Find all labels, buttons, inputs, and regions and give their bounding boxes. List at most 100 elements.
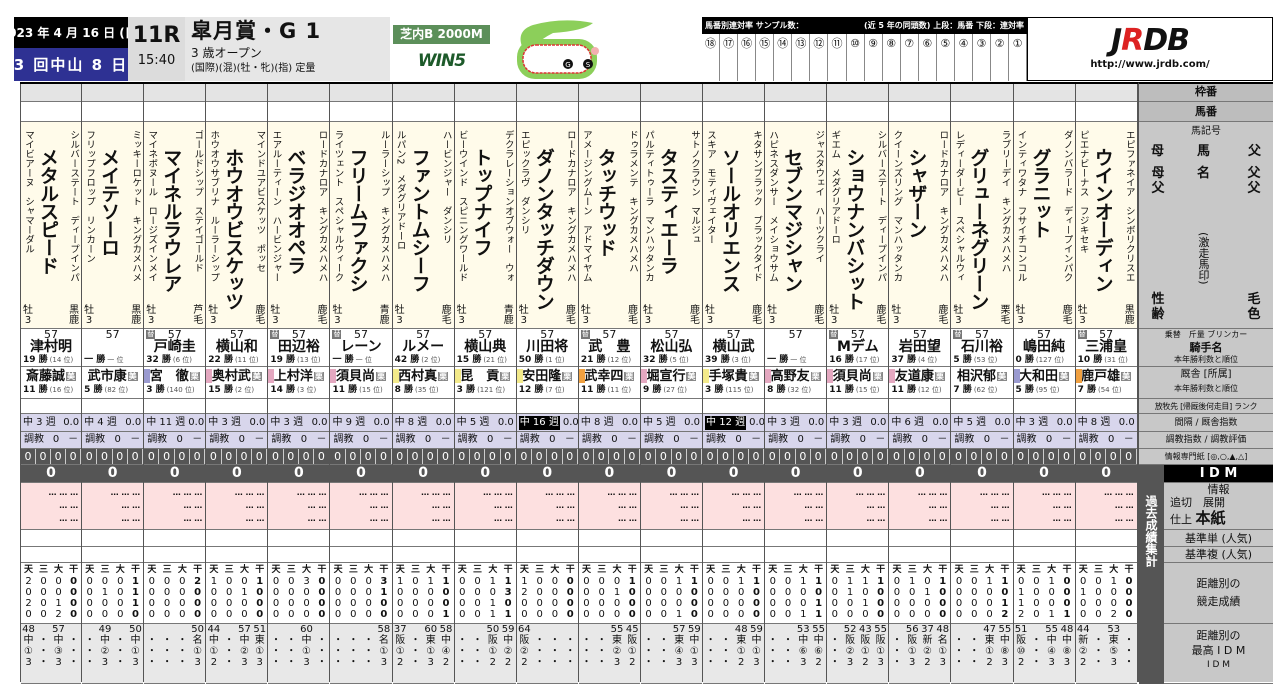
kijun-fuku-cell <box>703 547 765 563</box>
trainer-name[interactable]: 武幸四 <box>584 369 624 384</box>
horse-name-cell[interactable]: ロードカナロア キングカメハメハ シャザーン クイーンズリング マンハッタンカ … <box>889 122 951 329</box>
horse-name[interactable]: グリューネグリーン <box>967 148 990 310</box>
jockey-name[interactable]: 田辺裕 <box>277 339 320 355</box>
horse-name-cell[interactable]: ジャスタウェイ ハーツクライ セブンマジシャン ハピネスダンサー メイショウサム… <box>765 122 827 329</box>
trainer-name[interactable]: 相沢郁 <box>956 369 996 384</box>
horse-name-cell[interactable]: キタサンブラック ブラックタイド ソールオリエンス スキア モティヴェイター 牡… <box>703 122 765 329</box>
distance-record-value: 1 <box>521 576 528 587</box>
horse-name-cell[interactable]: マインドユアビスケッツ ポッセ ホウオウビスケッツ ホウオウサブリナ ルーラーシ… <box>206 122 268 329</box>
trainer-name[interactable]: 大和田 <box>1019 369 1059 384</box>
horse-name[interactable]: ショウナンバシット <box>843 148 866 310</box>
horse-name[interactable]: トップナイフ <box>470 148 493 256</box>
jockey-name[interactable]: ルメー <box>402 339 445 355</box>
horse-name-cell[interactable]: ゴールドシップ ステイゴールド マイネルラウレア マイネボヌール ロージズインメ… <box>144 122 206 329</box>
jockey-name[interactable]: 横山典 <box>464 339 507 355</box>
horse-name-cell[interactable]: シルバーステート ディープインパ ショウナンバシット ギエム メダグリアドーロ … <box>827 122 889 329</box>
horse-name[interactable]: メタルスピード <box>37 148 59 274</box>
jockey-name[interactable]: 武 豊 <box>588 339 631 355</box>
jockey-name[interactable]: 川田将 <box>526 339 569 355</box>
horse-column[interactable]: デクラレーションオブウォー ウォ トップナイフ ビーウインド スピニングワールド… <box>454 84 517 684</box>
jockey-name[interactable]: 石川裕 <box>960 339 1003 355</box>
trainer-name[interactable]: 武市康 <box>87 369 127 384</box>
horse-name[interactable]: マイネルラウレア <box>160 148 183 292</box>
horse-name-cell[interactable]: ドゥラメンテ キングカメハメハ タッチウッド アメージングムーン アドマイヤム … <box>578 122 640 329</box>
horse-column[interactable]: シルバーステート ディープインパ ショウナンバシット ギエム メダグリアドーロ … <box>827 84 890 684</box>
horse-name[interactable]: ファントムシーフ <box>408 148 431 292</box>
sex: 牡 <box>456 305 467 316</box>
horse-column[interactable]: ジャスタウェイ ハーツクライ セブンマジシャン ハピネスダンサー メイショウサム… <box>765 84 828 684</box>
horse-name[interactable]: シャザーン <box>905 148 928 238</box>
horse-column[interactable]: シルバーステート ディープインパ メタルスピード マイビアーヌ シャマーダル 牡… <box>20 84 83 684</box>
trainer-name[interactable]: 手塚貴 <box>708 369 748 384</box>
jockey-name[interactable]: 三浦皇 <box>1085 339 1128 355</box>
jockey-name[interactable]: Mデム <box>836 339 879 355</box>
horse-column[interactable]: ロードカナロア キングカメハメハ ダノンタッチダウン エピックラヴ ダンシリ 牡… <box>516 84 579 684</box>
jockey-name[interactable] <box>765 340 826 355</box>
jockey-name[interactable]: 横山和 <box>215 339 258 355</box>
horse-name[interactable]: グラニット <box>1029 148 1052 238</box>
trainer-name[interactable]: 西村真 <box>398 369 438 384</box>
jockey-name[interactable]: 岩田望 <box>898 339 941 355</box>
horse-name[interactable]: ダノンタッチダウン <box>532 148 555 310</box>
horse-column[interactable]: ルーラーシップ キングカメハメハ フリームファクシ ライツェント スペシャルウィ… <box>330 84 393 684</box>
trainer-name[interactable]: 斎藤誠 <box>26 369 66 384</box>
trainer-name[interactable]: 須貝尚 <box>336 369 376 384</box>
horse-name-cell[interactable]: デクラレーションオブウォー ウォ トップナイフ ビーウインド スピニングワールド… <box>454 122 516 329</box>
jockey-name[interactable]: 嶋田純 <box>1023 339 1066 355</box>
horse-name[interactable]: フリームファクシ <box>346 148 369 292</box>
jockey-name[interactable]: 津村明 <box>30 339 73 355</box>
trainer-name[interactable]: 安田隆 <box>522 369 562 384</box>
trainer-name[interactable]: 昆 貢 <box>460 369 500 384</box>
horse-name[interactable]: ソールオリエンス <box>719 148 742 292</box>
horse-column[interactable]: マインドユアビスケッツ ポッセ ホウオウビスケッツ ホウオウサブリナ ルーラーシ… <box>206 84 269 684</box>
horse-name-cell[interactable]: ルーラーシップ キングカメハメハ フリームファクシ ライツェント スペシャルウィ… <box>330 122 392 329</box>
jockey-name[interactable]: 戸崎圭 <box>153 339 196 355</box>
horse-name[interactable]: セブンマジシャン <box>781 148 804 292</box>
horse-name-cell[interactable]: ダノンバラード ディープインパク グラニット インティワタナ フサイチコンコル … <box>1013 122 1075 329</box>
horse-name[interactable]: タッチウッド <box>594 148 617 256</box>
trainer-name[interactable]: 須貝尚 <box>832 369 872 384</box>
horse-name[interactable]: メイテソーロ <box>98 148 121 256</box>
horse-name-cell[interactable]: ロードカナロア キングカメハメハ ベラジオオペラ エアルーティーン ハービンジャ… <box>268 122 330 329</box>
horse-name-cell[interactable]: ミッキーロケット キングカメハメ メイテソーロ フリップフロップ リンカーン 牡… <box>82 122 144 329</box>
horse-name-cell[interactable]: ラブリーデイ キングカメハメハ グリューネグリーン レディーダービー スペシャル… <box>951 122 1013 329</box>
horse-column[interactable]: ゴールドシップ ステイゴールド マイネルラウレア マイネボヌール ロージズインメ… <box>144 84 207 684</box>
horse-name[interactable]: ホウオウビスケッツ <box>222 148 245 310</box>
jockey-name[interactable] <box>82 340 143 355</box>
horse-column[interactable]: ロードカナロア キングカメハメハ ベラジオオペラ エアルーティーン ハービンジャ… <box>268 84 331 684</box>
jockey-name[interactable]: レーン <box>340 339 382 355</box>
trainer-name[interactable]: 宮 徹 <box>149 369 189 384</box>
jockey-name[interactable]: 松山弘 <box>650 339 693 355</box>
legend-interval: 間隔 / 厩舎指数 <box>1139 414 1273 432</box>
horse-column[interactable]: キタサンブラック ブラックタイド ソールオリエンス スキア モティヴェイター 牡… <box>703 84 766 684</box>
horse-column[interactable]: ドゥラメンテ キングカメハメハ タッチウッド アメージングムーン アドマイヤム … <box>578 84 641 684</box>
dam-line: ホウオウサブリナ ルーラーシップ <box>208 130 220 282</box>
trainer-name[interactable]: 友道康 <box>894 369 934 384</box>
horse-column[interactable]: ラブリーデイ キングカメハメハ グリューネグリーン レディーダービー スペシャル… <box>951 84 1014 684</box>
trainer-name[interactable]: 高野友 <box>770 369 810 384</box>
horse-column[interactable]: ロードカナロア キングカメハメハ シャザーン クイーンズリング マンハッタンカ … <box>889 84 952 684</box>
jockey-name[interactable]: 横山武 <box>712 339 755 355</box>
horse-column[interactable]: エピファネイア シンボリクリスエ ウインオーディン ピエナビーナス フジキセキ … <box>1075 84 1138 684</box>
horse-name[interactable]: ベラジオオペラ <box>284 148 307 274</box>
horse-column[interactable]: ミッキーロケット キングカメハメ メイテソーロ フリップフロップ リンカーン 牡… <box>82 84 145 684</box>
horse-name[interactable]: タスティエーラ <box>656 148 679 274</box>
trainer-name[interactable]: 鹿戸雄 <box>1081 369 1121 384</box>
sire-line: ロードカナロア キングカメハメハ <box>564 130 576 282</box>
trainer-name[interactable]: 堀宣行 <box>646 369 686 384</box>
dam-line: スキア モティヴェイター <box>705 130 717 244</box>
horse-name[interactable]: ウインオーディン <box>1091 148 1114 292</box>
horse-name-cell[interactable]: シルバーステート ディープインパ メタルスピード マイビアーヌ シャマーダル 牡… <box>21 122 82 329</box>
idm-cell: 0 <box>268 465 330 483</box>
horse-name-cell[interactable]: エピファネイア シンボリクリスエ ウインオーディン ピエナビーナス フジキセキ … <box>1075 122 1137 329</box>
paper-mark: 0 <box>641 449 657 464</box>
horse-name-cell[interactable]: ロードカナロア キングカメハメハ ダノンタッチダウン エピックラヴ ダンシリ 牡… <box>516 122 578 329</box>
horse-column[interactable]: ダノンバラード ディープインパク グラニット インティワタナ フサイチコンコル … <box>1013 84 1076 684</box>
trainer-name[interactable]: 奥村武 <box>211 369 251 384</box>
trainer-name[interactable]: 上村洋 <box>273 369 313 384</box>
